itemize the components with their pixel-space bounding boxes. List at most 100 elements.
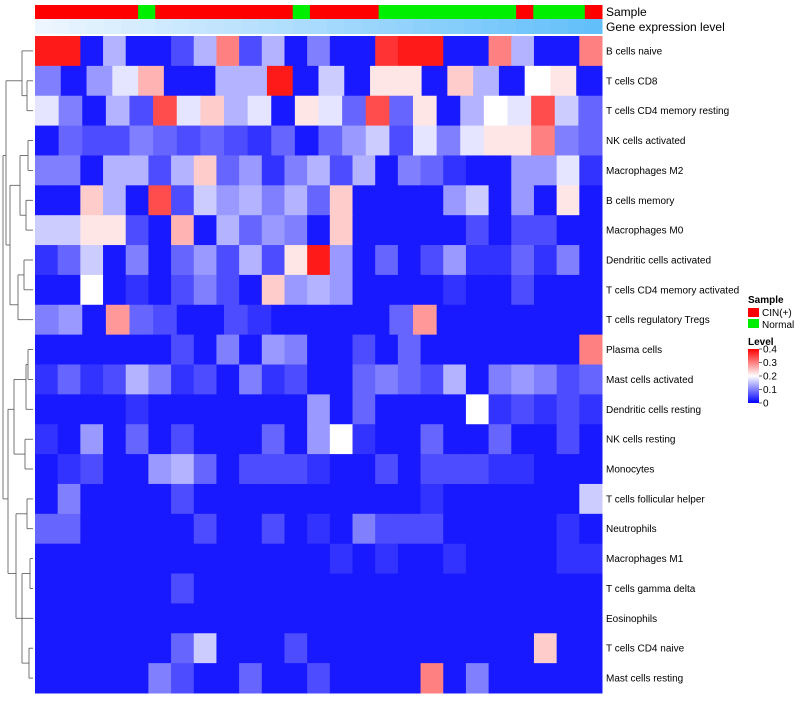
heatmap-cell [329, 513, 354, 545]
heatmap-cell [533, 663, 558, 694]
heatmap-cell [82, 95, 107, 127]
heatmap-cell [579, 364, 603, 395]
heatmap-cell [352, 424, 376, 455]
heatmap-cell [294, 95, 320, 127]
heatmap-cell [511, 185, 535, 216]
heatmap-cell [193, 334, 217, 365]
heatmap-cell [579, 454, 603, 485]
heatmap-cell [57, 424, 81, 455]
expression-annotation-cell [361, 19, 380, 34]
level-tick-label: 0.4 [763, 345, 777, 356]
heatmap-cell [112, 65, 139, 97]
level-legend-ticks: 0.4 0.3 0.2 0.1 0 [759, 345, 777, 410]
heatmap-cell [307, 334, 331, 365]
heatmap-cell [465, 364, 490, 395]
heatmap-cell [35, 424, 59, 455]
heatmap-cell [125, 454, 149, 485]
heatmap-cell [103, 483, 127, 515]
heatmap-cell [556, 155, 580, 186]
heatmap-cell [125, 633, 149, 664]
heatmap-cell [239, 36, 263, 67]
heatmap-cell [397, 633, 422, 664]
heatmap-cell [352, 155, 376, 186]
heatmap-cell [241, 65, 268, 97]
heatmap-cell [397, 663, 422, 694]
row-label: NK cells activated [606, 136, 685, 147]
heatmap-cell [307, 394, 331, 425]
heatmap-cell [261, 603, 285, 634]
row-label: T cells CD4 memory activated [606, 285, 739, 296]
heatmap-cell [80, 633, 104, 664]
heatmap-cell [443, 334, 467, 365]
row-label: Mast cells activated [606, 375, 693, 386]
heatmap-cell [370, 65, 397, 97]
heatmap-cell [193, 394, 217, 425]
heatmap-cell [80, 185, 104, 216]
expression-annotation-cell [275, 19, 294, 34]
heatmap-cell [443, 245, 467, 276]
heatmap-cell [579, 215, 603, 246]
heatmap-cell [307, 185, 331, 216]
heatmap-cell [465, 185, 490, 216]
heatmap-cell [533, 543, 558, 575]
row-label: Macrophages M1 [606, 554, 684, 565]
heatmap-cell [80, 364, 104, 395]
heatmap-cell [216, 483, 240, 515]
heatmap-cell [511, 454, 535, 485]
heatmap-cell [556, 364, 580, 395]
heatmap-cell [579, 573, 603, 604]
heatmap-cell [35, 304, 60, 336]
heatmap-cell [556, 215, 580, 246]
heatmap-cell [511, 603, 535, 634]
heatmap-cell [460, 125, 485, 156]
heatmap-cell [247, 125, 272, 156]
heatmap-cell [420, 185, 444, 216]
heatmap-cell [533, 245, 558, 276]
expression-annotation-cell [309, 19, 328, 34]
heatmap-cell [261, 245, 285, 276]
sample-annotation-cell [189, 5, 208, 19]
heatmap-cell [533, 454, 558, 485]
heatmap-cell [35, 95, 60, 127]
heatmap-cell [216, 543, 240, 575]
heatmap-cell [216, 334, 240, 365]
heatmap-cell [465, 513, 490, 545]
heatmap-cell [556, 245, 580, 276]
heatmap-cell [261, 633, 285, 664]
heatmap-cell [576, 65, 603, 97]
heatmap-cell [443, 543, 467, 575]
sample-annotation-cell [584, 5, 603, 19]
heatmap-cell [103, 215, 127, 246]
heatmap-cell [148, 513, 172, 545]
expression-annotation-cell [258, 19, 277, 34]
heatmap-cell [329, 573, 354, 604]
heatmap-cell [261, 483, 285, 515]
heatmap-cell [80, 603, 104, 634]
heatmap-cell [261, 424, 285, 455]
heatmap-cell [239, 274, 263, 306]
heatmap-cell [511, 663, 535, 694]
heatmap-cell [103, 663, 127, 694]
heatmap-cell [193, 454, 217, 485]
heatmap-cell [443, 155, 467, 186]
heatmap-cell [171, 364, 195, 395]
heatmap-cell [103, 543, 127, 575]
heatmap-cell [261, 215, 285, 246]
heatmap-cell [57, 663, 81, 694]
heatmap-cell [413, 304, 438, 336]
heatmap-cell [533, 155, 558, 186]
heatmap-cell [35, 334, 59, 365]
heatmap-cell [375, 454, 399, 485]
legend-label-normal: Normal [762, 320, 794, 331]
heatmap-cell [239, 543, 263, 575]
heatmap-cell [261, 573, 285, 604]
heatmap-cell [511, 215, 535, 246]
heatmap-cell [413, 95, 438, 127]
heatmap-cell [352, 36, 376, 67]
heatmap-cell [266, 65, 294, 97]
heatmap-cell [556, 424, 580, 455]
heatmap-cell [352, 603, 376, 634]
heatmap-cell [420, 663, 444, 694]
heatmap-cell [533, 36, 558, 67]
sample-annotation-cell [344, 5, 362, 19]
